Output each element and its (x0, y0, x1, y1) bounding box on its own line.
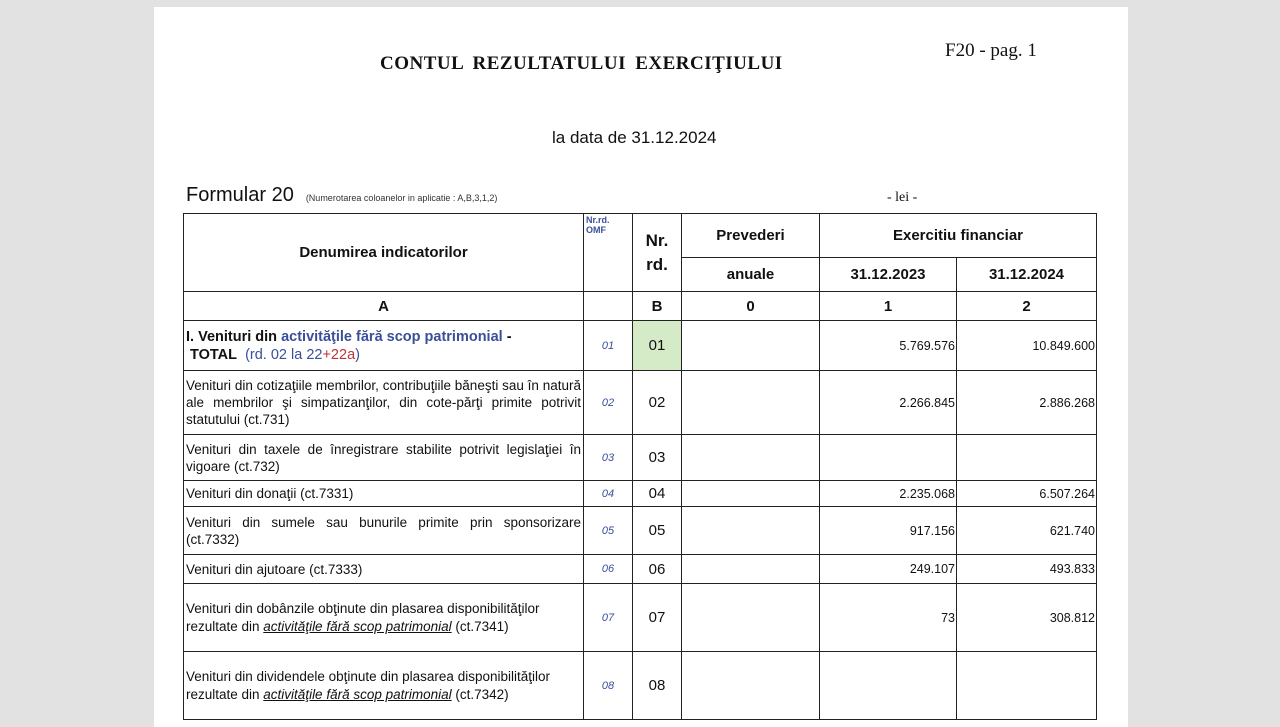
table-cell[interactable] (681, 506, 820, 555)
table-cell: Venituri din donaţii (ct.7331) (183, 480, 584, 507)
col-header-prev: Prevederi (681, 213, 820, 258)
results-table: Denumirea indicatorilor Nr.rd. OMF Nr. r… (183, 213, 1097, 720)
table-cell: Venituri din sumele sau bunurile primite… (183, 506, 584, 555)
table-cell: 08 (632, 651, 682, 720)
table-cell: Venituri din ajutoare (ct.7333) (183, 554, 584, 584)
table-row: Venituri din taxele de înregistrare stab… (183, 434, 1097, 481)
table-cell: 04 (632, 480, 682, 507)
table-cell: 06 (583, 554, 633, 584)
table-cell: Venituri din dobânzile obţinute din plas… (183, 583, 584, 652)
col-header-omf: Nr.rd. OMF (583, 213, 633, 292)
table-cell: 02 (583, 370, 633, 435)
table-cell: Venituri din taxele de înregistrare stab… (183, 434, 584, 481)
table-cell[interactable]: 917.156 (819, 506, 957, 555)
table-row: Veniturі din cotizaţiile membrilor, cont… (183, 370, 1097, 435)
table-cell: 03 (583, 434, 633, 481)
col-letter-b: B (632, 291, 682, 321)
table-cell[interactable]: 2.235.068 (819, 480, 957, 507)
report-date: la data de 31.12.2024 (552, 128, 717, 147)
table-cell[interactable] (956, 651, 1097, 720)
table-row: Venituri din dividendele obţinute din pl… (183, 651, 1097, 720)
table-cell[interactable] (819, 651, 957, 720)
table-row: Venituri din ajutoare (ct.7333) 06 06 249.1… (183, 554, 1097, 584)
table-cell[interactable] (819, 434, 957, 481)
table-cell: Veniturі din cotizaţiile membrilor, cont… (183, 370, 584, 435)
document-title: CONTUL REZULTATULUI EXERCIŢIULUI (380, 53, 783, 74)
table-cell[interactable]: 621.740 (956, 506, 1097, 555)
table-cell: 07 (583, 583, 633, 652)
table-cell[interactable]: 6.507.264 (956, 480, 1097, 507)
table-cell[interactable] (681, 554, 820, 584)
table-cell: Venituri din dividendele obţinute din pl… (183, 651, 584, 720)
table-cell: 03 (632, 434, 682, 481)
table-cell: 02 (632, 370, 682, 435)
table-cell: 04 (583, 480, 633, 507)
col-letter-2: 2 (956, 291, 1097, 321)
table-cell[interactable] (681, 651, 820, 720)
col-header-name: Denumirea indicatorilor (183, 213, 584, 292)
table-cell[interactable] (681, 480, 820, 507)
table-row: Venituri din sumele sau bunurile primite… (183, 506, 1097, 555)
table-cell: 06 (632, 554, 682, 584)
col-header-2023: 31.12.2023 (819, 257, 957, 292)
table-cell[interactable]: 493.833 (956, 554, 1097, 584)
table-row: Venituri din donaţii (ct.7331) 04 04 2.235.… (183, 480, 1097, 507)
table-cell (583, 291, 633, 321)
table-cell[interactable]: 2.266.845 (819, 370, 957, 435)
table-row: Venituri din dobânzile obţinute din plas… (183, 583, 1097, 652)
table-cell[interactable]: 73 (819, 583, 957, 652)
col-letter-0: 0 (681, 291, 820, 321)
page-number: F20 - pag. 1 (945, 40, 1037, 61)
table-cell[interactable] (681, 320, 820, 371)
col-letter-1: 1 (819, 291, 957, 321)
currency-label: - lei - (887, 190, 918, 205)
table-cell[interactable]: 01 (632, 320, 682, 371)
table-row: I. Venituri din activităţile fără scop p… (183, 320, 1097, 371)
table-cell: 07 (632, 583, 682, 652)
table-cell: 08 (583, 651, 633, 720)
table-cell: 05 (632, 506, 682, 555)
form-name: Formular 20 (Numerotarea coloanelor in ap… (186, 184, 498, 206)
table-cell[interactable] (956, 434, 1097, 481)
col-header-prev-2: anuale (681, 257, 820, 292)
col-letter-a: A (183, 291, 584, 321)
table-cell[interactable]: 249.107 (819, 554, 957, 584)
col-header-exercitiu: Exercitiu financiar (819, 213, 1097, 258)
col-header-2024: 31.12.2024 (956, 257, 1097, 292)
table-cell: 05 (583, 506, 633, 555)
form-note: (Numerotarea coloanelor in aplicatie : A… (305, 193, 498, 203)
table-cell: 01 (583, 320, 633, 371)
col-header-nr: Nr. rd. (632, 213, 682, 292)
table-cell[interactable] (681, 583, 820, 652)
table-cell[interactable] (681, 434, 820, 481)
table-cell[interactable]: 5.769.576 (819, 320, 957, 371)
row-name: I. Venituri din activităţile fără scop p… (183, 320, 584, 371)
table-cell[interactable]: 2.886.268 (956, 370, 1097, 435)
table-cell[interactable]: 10.849.600 (956, 320, 1097, 371)
table-cell[interactable] (681, 370, 820, 435)
table-cell[interactable]: 308.812 (956, 583, 1097, 652)
